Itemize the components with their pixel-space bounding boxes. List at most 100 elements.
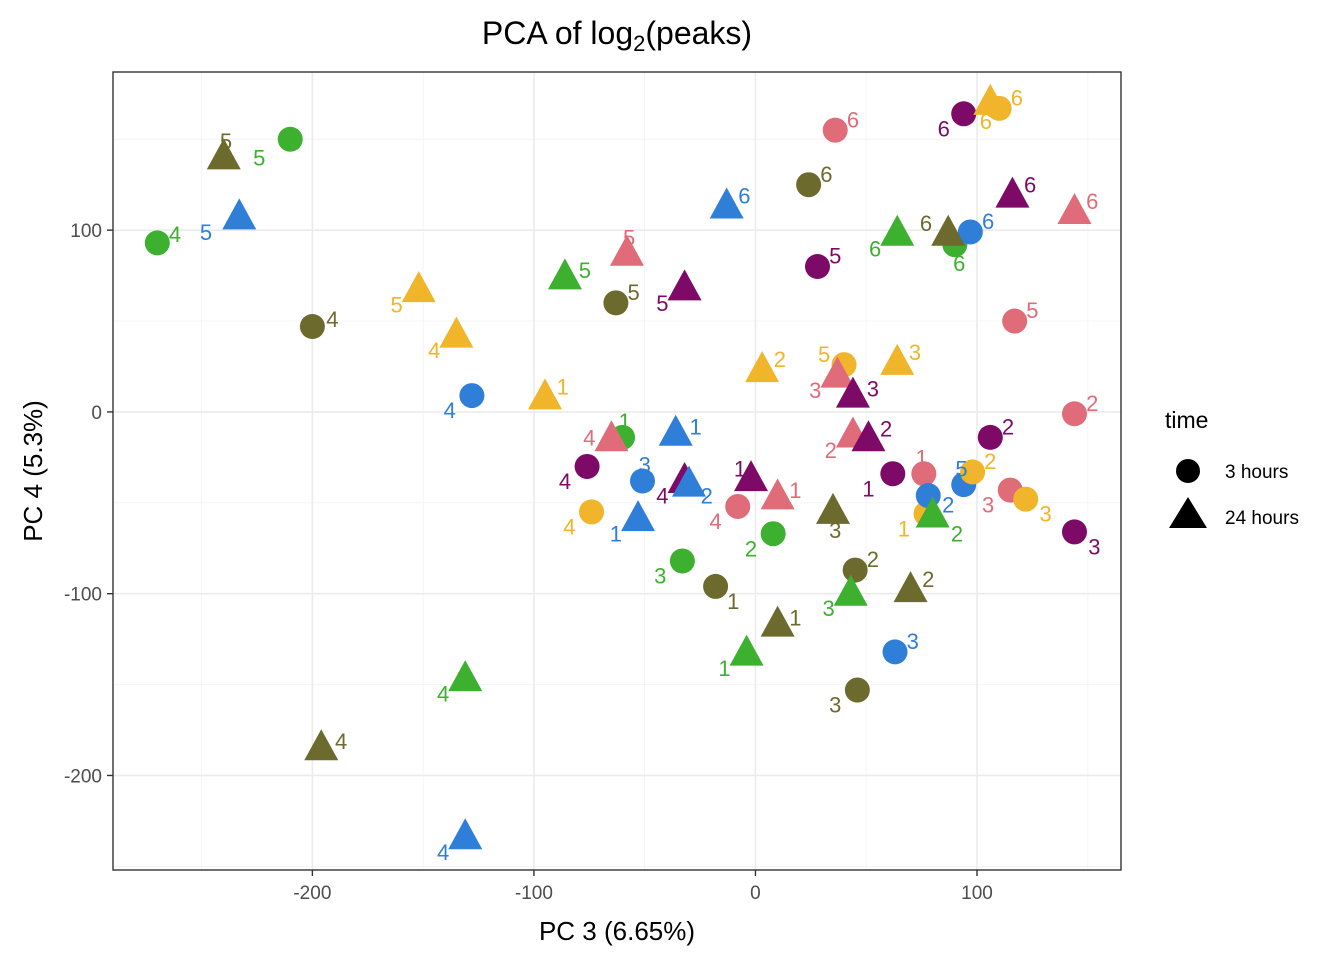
point-label-olive: 4 <box>335 729 347 754</box>
point-circle-pink <box>1002 308 1028 334</box>
point-label-purple: 4 <box>656 484 668 509</box>
point-triangle-olive <box>304 729 339 761</box>
point-label-gold: 2 <box>984 449 996 474</box>
point-triangle-blue <box>658 414 693 446</box>
y-axis-ticks: -200 -100 0 100 <box>64 221 113 787</box>
point-label-gold: 5 <box>818 342 830 367</box>
point-circle-green <box>669 548 695 574</box>
point-label-gold: 1 <box>898 516 910 541</box>
point-circle-olive <box>703 573 729 599</box>
point-label-blue: 5 <box>200 220 212 245</box>
legend-label-3-hours: 3 hours <box>1225 462 1288 483</box>
point-label-olive: 2 <box>922 567 934 592</box>
point-triangle-green <box>547 258 582 290</box>
point-circle-purple <box>951 101 977 127</box>
point-circle-pink <box>1061 401 1087 427</box>
point-triangle-olive <box>816 492 850 524</box>
x-tick-label: -100 <box>515 883 553 904</box>
point-label-blue: 3 <box>907 629 919 654</box>
point-circle-pink <box>822 117 848 143</box>
point-label-gold: 3 <box>909 340 921 365</box>
point-label-green: 4 <box>437 682 449 707</box>
point-triangle-gold <box>973 83 1008 115</box>
point-label-olive: 2 <box>867 547 879 572</box>
legend-label-24-hours: 24 hours <box>1225 508 1299 529</box>
point-label-pink: 5 <box>1026 298 1038 323</box>
point-circle-purple <box>977 424 1003 450</box>
point-label-purple: 4 <box>559 469 571 494</box>
y-tick-label: 0 <box>91 403 102 424</box>
point-label-olive: 6 <box>820 162 832 187</box>
point-circle-green <box>760 521 786 547</box>
point-label-green: 5 <box>253 145 265 170</box>
point-circle-olive <box>844 677 870 703</box>
point-label-gold: 4 <box>428 338 440 363</box>
point-label-purple: 1 <box>734 456 746 481</box>
point-label-pink: 6 <box>1086 189 1098 214</box>
point-triangle-pink <box>760 478 795 510</box>
point-circle-purple <box>574 453 600 479</box>
point-triangle-blue <box>672 465 706 497</box>
point-label-green: 1 <box>718 656 730 681</box>
point-triangle-olive <box>931 214 966 246</box>
point-label-olive: 3 <box>829 518 841 543</box>
point-label-gold: 5 <box>390 293 402 318</box>
y-tick-label: -200 <box>64 766 102 787</box>
point-label-purple: 1 <box>862 476 874 501</box>
point-label-olive: 1 <box>789 605 801 630</box>
point-triangle-purple <box>734 460 769 492</box>
point-label-purple: 6 <box>1024 173 1036 198</box>
point-label-pink: 1 <box>789 478 801 503</box>
point-circle-green <box>144 230 170 256</box>
point-circle-pink <box>911 461 937 487</box>
point-label-purple: 2 <box>1002 414 1014 439</box>
point-label-green: 3 <box>822 596 834 621</box>
point-circle-purple <box>880 461 906 487</box>
point-triangle-purple <box>995 176 1030 208</box>
point-label-pink: 4 <box>709 509 721 534</box>
point-triangle-purple <box>667 269 702 301</box>
point-label-purple: 5 <box>656 291 668 316</box>
y-tick-label: -100 <box>64 585 102 606</box>
point-triangle-gold <box>439 316 474 348</box>
point-label-pink: 3 <box>809 378 821 403</box>
point-circle-blue <box>629 468 655 494</box>
point-triangle-blue <box>448 818 483 850</box>
point-label-green: 6 <box>953 251 965 276</box>
plot-panel-border <box>112 71 1122 871</box>
point-triangle-gold <box>528 378 562 410</box>
point-triangle-blue <box>222 198 257 230</box>
point-label-purple: 3 <box>1088 534 1100 559</box>
legend: time 3 hours 24 hours <box>1165 407 1299 529</box>
point-label-olive: 5 <box>220 129 232 154</box>
point-circle-pink <box>725 493 751 519</box>
point-circle-green <box>277 126 303 152</box>
point-triangle-pink <box>1057 192 1092 224</box>
point-label-olive: 3 <box>829 693 841 718</box>
chart-title: PCA of log2(peaks) <box>482 15 752 56</box>
point-label-pink: 2 <box>825 438 837 463</box>
point-triangle-green <box>448 660 483 692</box>
x-tick-label: 0 <box>750 883 761 904</box>
legend-title: time <box>1165 407 1208 433</box>
point-label-green: 2 <box>745 536 757 561</box>
point-label-green: 5 <box>579 258 591 283</box>
x-axis-ticks: -200 -100 0 100 <box>293 870 993 904</box>
point-label-blue: 6 <box>982 209 994 234</box>
legend-triangle-key <box>1169 497 1207 528</box>
point-label-olive: 5 <box>627 280 639 305</box>
point-circle-blue <box>459 383 485 409</box>
point-label-pink: 5 <box>623 225 635 250</box>
point-triangle-gold <box>745 351 780 383</box>
point-label-green: 3 <box>654 564 666 589</box>
point-label-blue: 2 <box>942 493 954 518</box>
point-triangle-blue <box>621 500 656 532</box>
point-label-olive: 6 <box>920 211 932 236</box>
y-tick-label: 100 <box>70 221 102 242</box>
point-circle-purple <box>804 254 830 280</box>
point-label-gold: 6 <box>980 109 992 134</box>
point-triangle-green <box>915 496 950 528</box>
point-triangle-gold <box>880 343 915 375</box>
point-label-purple: 3 <box>867 376 879 401</box>
